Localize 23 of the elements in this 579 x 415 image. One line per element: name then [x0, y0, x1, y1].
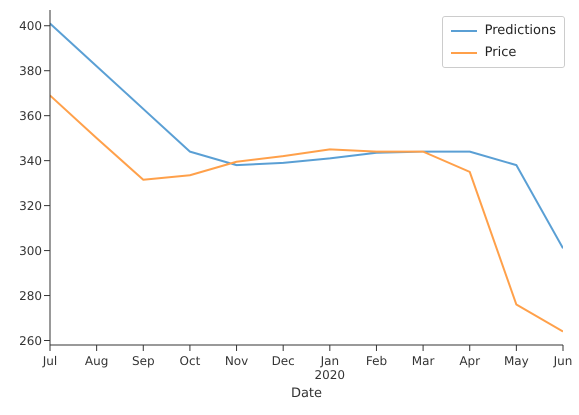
x-tick-label: Nov — [224, 354, 248, 368]
y-tick-label: 400 — [19, 19, 42, 33]
x-tick-label: Jan 2020 — [314, 354, 346, 382]
x-tick-label: Oct — [180, 354, 201, 368]
x-tick-label: Sep — [132, 354, 155, 368]
x-tick-label: Apr — [459, 354, 480, 368]
x-tick-label: May — [504, 354, 529, 368]
x-tick-label: Dec — [272, 354, 295, 368]
y-tick-label: 260 — [19, 334, 42, 348]
y-tick-label: 300 — [19, 244, 42, 258]
y-tick-label: 280 — [19, 288, 42, 303]
x-axis-title: Date — [290, 386, 322, 401]
legend-label: Predictions — [484, 22, 556, 40]
legend-label: Price — [484, 44, 516, 62]
x-tick-label: Jul — [42, 354, 58, 368]
y-tick-label: 340 — [19, 154, 42, 168]
x-tick-label: Aug — [84, 354, 108, 368]
x-tick-label: Jun — [552, 354, 572, 368]
x-tick-label: Mar — [412, 354, 434, 368]
y-tick-label: 360 — [19, 108, 42, 123]
y-tick-label: 380 — [19, 64, 42, 78]
y-tick-label: 320 — [19, 198, 42, 213]
x-tick-label: Feb — [366, 354, 388, 368]
